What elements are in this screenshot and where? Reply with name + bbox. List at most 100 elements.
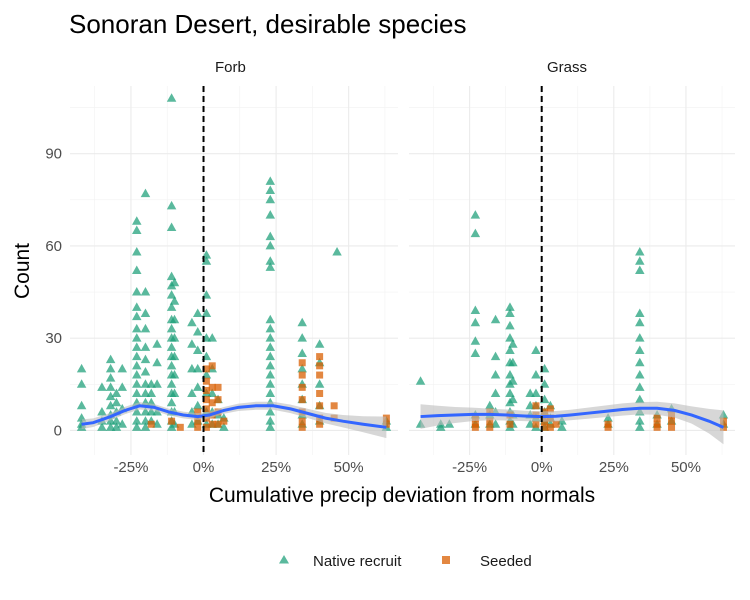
native-recruit-point bbox=[219, 422, 229, 431]
legend-key-native-recruit bbox=[279, 555, 289, 564]
seeded-point bbox=[194, 417, 202, 425]
seeded-point bbox=[298, 417, 306, 425]
native-recruit-point bbox=[105, 373, 116, 382]
seeded-point bbox=[316, 402, 324, 410]
native-recruit-point bbox=[297, 363, 307, 373]
seeded-point bbox=[202, 423, 210, 431]
native-recruit-point bbox=[531, 345, 541, 354]
seeded-point bbox=[214, 420, 222, 428]
panels: Forb -25% 0% 25% 50% 0 30 60 90 Grass -25% 0% 25% 50% bbox=[45, 59, 735, 476]
native-recruit-point bbox=[508, 357, 518, 367]
chart-title: Sonoran Desert, desirable species bbox=[69, 9, 466, 39]
native-recruit-point bbox=[505, 320, 515, 330]
native-recruit-point bbox=[132, 247, 142, 256]
native-recruit-point bbox=[140, 422, 151, 431]
native-recruit-point bbox=[635, 345, 645, 354]
native-recruit-point bbox=[132, 406, 142, 416]
native-recruit-point bbox=[192, 308, 203, 318]
native-recruit-point bbox=[132, 422, 142, 431]
panel-grass: Grass -25% 0% 25% 50% bbox=[409, 59, 735, 476]
seeded-point bbox=[506, 420, 514, 428]
native-recruit-point bbox=[265, 379, 276, 388]
native-recruit-point bbox=[166, 397, 177, 407]
native-recruit-point bbox=[490, 314, 501, 324]
native-recruit-point bbox=[332, 247, 342, 256]
native-recruit-point bbox=[105, 363, 116, 373]
seeded-point bbox=[208, 362, 216, 370]
native-recruit-point bbox=[166, 323, 177, 333]
native-recruit-point bbox=[187, 339, 197, 348]
native-recruit-point bbox=[207, 333, 217, 342]
native-recruit-point bbox=[132, 225, 142, 235]
native-recruit-point bbox=[166, 342, 177, 351]
seeded-point bbox=[214, 396, 222, 404]
native-recruit-point bbox=[166, 93, 177, 102]
seeded-point bbox=[194, 423, 202, 431]
native-recruit-point bbox=[265, 210, 276, 219]
legend-label: Native recruit bbox=[313, 553, 402, 570]
native-recruit-point bbox=[140, 287, 151, 296]
legend-label: Seeded bbox=[480, 553, 532, 570]
native-recruit-point bbox=[132, 216, 142, 225]
legend: Native recruit Seeded bbox=[279, 553, 532, 570]
native-recruit-point bbox=[146, 388, 157, 397]
native-recruit-point bbox=[169, 277, 180, 287]
smooth-confidence-band bbox=[420, 401, 724, 445]
native-recruit-point bbox=[635, 317, 645, 327]
seeded-point bbox=[298, 359, 306, 367]
native-recruit-point bbox=[117, 419, 127, 428]
seeded-point bbox=[147, 420, 155, 428]
native-recruit-point bbox=[505, 388, 515, 397]
seeded-point bbox=[316, 420, 324, 428]
native-recruit-point bbox=[635, 357, 645, 367]
seeded-point bbox=[653, 423, 661, 431]
seeded-point bbox=[546, 405, 554, 413]
native-recruit-point bbox=[635, 247, 645, 256]
native-recruit-point bbox=[297, 333, 307, 342]
smooth-confidence-band bbox=[81, 401, 387, 439]
native-recruit-point bbox=[490, 388, 501, 397]
native-recruit-point bbox=[111, 388, 122, 397]
native-recruit-point bbox=[169, 370, 180, 379]
native-recruit-point bbox=[265, 360, 276, 370]
native-recruit-point bbox=[635, 333, 645, 342]
native-recruit-point bbox=[635, 382, 645, 391]
native-recruit-point bbox=[470, 317, 481, 327]
native-recruit-point bbox=[140, 366, 151, 376]
native-recruit-point bbox=[265, 342, 276, 351]
native-recruit-point bbox=[169, 296, 180, 305]
native-recruit-point bbox=[635, 308, 645, 318]
native-recruit-point bbox=[505, 333, 515, 342]
y-tick-label: 90 bbox=[45, 146, 62, 163]
seeded-point bbox=[202, 365, 210, 373]
native-recruit-point bbox=[132, 370, 142, 379]
native-recruit-point bbox=[132, 302, 142, 311]
seeded-point bbox=[604, 423, 612, 431]
seeded-point bbox=[202, 377, 210, 385]
native-recruit-point bbox=[166, 302, 177, 311]
native-recruit-point bbox=[635, 394, 645, 404]
native-recruit-point bbox=[152, 379, 162, 388]
native-recruit-point bbox=[117, 363, 127, 373]
native-recruit-point bbox=[169, 333, 180, 342]
seeded-point bbox=[552, 420, 560, 428]
native-recruit-point bbox=[265, 406, 276, 416]
native-recruit-point bbox=[132, 265, 142, 274]
native-recruit-point bbox=[97, 422, 107, 431]
panel-forb: Forb -25% 0% 25% 50% 0 30 60 90 bbox=[45, 59, 398, 476]
native-recruit-point bbox=[635, 370, 645, 379]
y-axis-title: Count bbox=[11, 243, 34, 299]
native-recruit-point bbox=[531, 388, 541, 397]
native-recruit-point bbox=[105, 382, 116, 391]
native-recruit-point bbox=[97, 382, 107, 391]
x-tick-label: 0% bbox=[193, 459, 215, 476]
native-recruit-point bbox=[314, 379, 325, 388]
native-recruit-point bbox=[132, 360, 142, 370]
native-recruit-point bbox=[192, 382, 203, 391]
native-recruit-point bbox=[166, 200, 177, 210]
native-recruit-point bbox=[140, 354, 151, 364]
native-recruit-point bbox=[132, 287, 142, 296]
native-recruit-point bbox=[505, 370, 515, 379]
